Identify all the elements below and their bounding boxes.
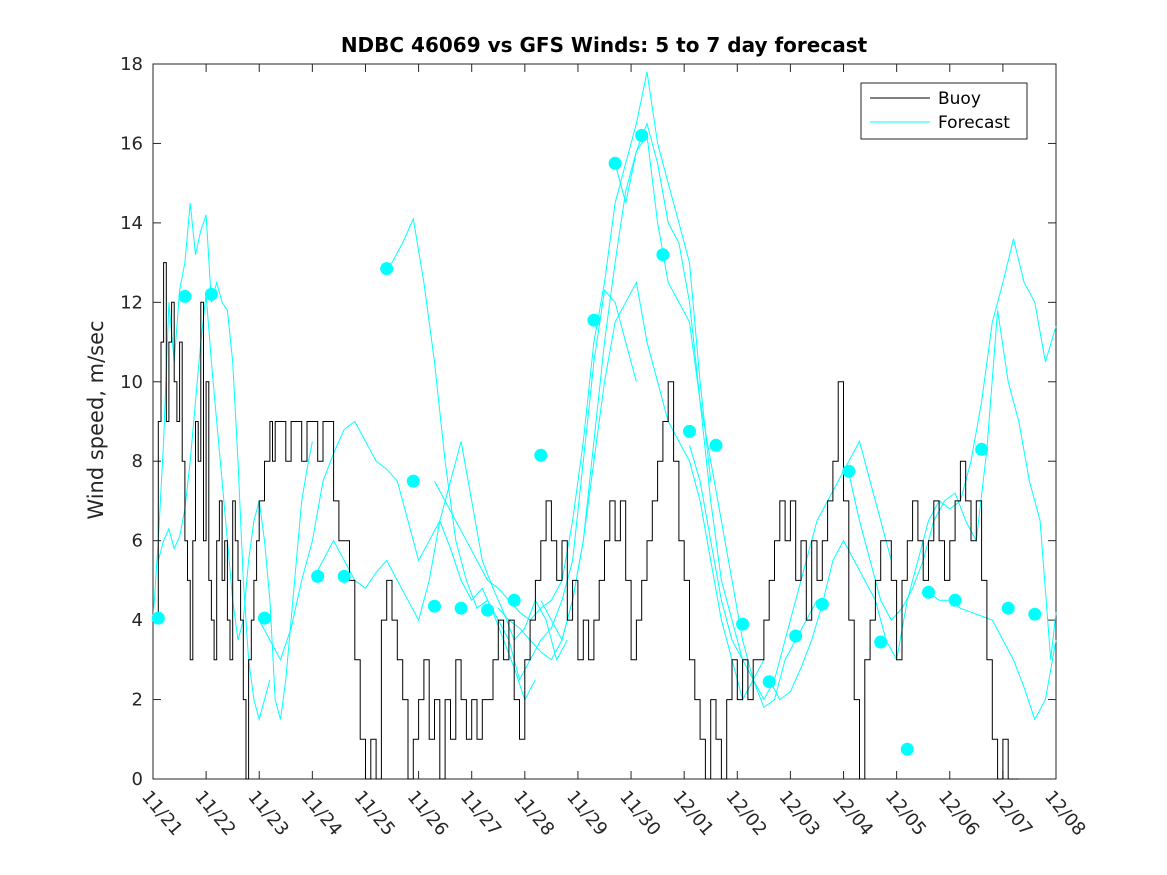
y-axis: 0 2 4 6 8 10 12 14 16 18 <box>120 54 1056 790</box>
y-tick-label: 4 <box>132 610 143 631</box>
forecast-marker <box>842 464 856 478</box>
legend: Buoy Forecast <box>860 82 1028 140</box>
forecast-marker <box>948 593 962 607</box>
forecast-marker <box>709 438 723 452</box>
forecast-marker <box>311 569 325 583</box>
forecast-marker <box>762 675 776 689</box>
forecast-line <box>540 281 765 701</box>
forecast-line <box>614 134 818 709</box>
y-tick-label: 10 <box>120 372 143 393</box>
forecast-marker <box>587 313 601 327</box>
forecast-marker <box>608 156 622 170</box>
y-tick-label: 8 <box>132 451 143 472</box>
forecast-marker <box>258 611 271 625</box>
y-tick-label: 6 <box>132 531 143 552</box>
legend-buoy-label: Buoy <box>938 89 981 109</box>
forecast-marker <box>874 635 888 649</box>
forecast-marker <box>428 599 441 613</box>
forecast-marker <box>1001 601 1015 615</box>
y-tick-label: 14 <box>120 213 143 234</box>
forecast-marker <box>975 442 989 456</box>
plot-area <box>152 63 1057 780</box>
y-tick-label: 18 <box>120 54 143 75</box>
forecast-marker <box>900 742 914 756</box>
forecast-marker <box>507 593 521 607</box>
forecast-line <box>434 71 712 621</box>
forecast-line <box>848 310 1057 660</box>
forecast-marker <box>481 603 495 617</box>
forecast-marker <box>380 262 394 276</box>
forecast-marker <box>635 129 649 142</box>
forecast-marker <box>151 611 165 625</box>
chart-title: NDBC 46069 vs GFS Winds: 5 to 7 day fore… <box>341 33 868 57</box>
forecast-marker <box>534 448 548 462</box>
buoy-line <box>153 262 1019 780</box>
forecast-marker <box>922 585 935 599</box>
forecast-marker <box>337 569 351 583</box>
forecast-line <box>152 202 271 722</box>
forecast-marker <box>815 597 829 611</box>
y-axis-label: Wind speed, m/sec <box>84 320 108 519</box>
y-tick-label: 2 <box>132 690 143 711</box>
forecast-line <box>157 294 313 720</box>
marker-layer <box>151 129 1042 756</box>
forecast-marker <box>656 248 670 262</box>
legend-forecast-label: Forecast <box>938 113 1010 133</box>
forecast-marker <box>204 287 218 301</box>
forecast-marker <box>406 474 420 488</box>
forecast-line <box>768 238 1057 701</box>
legend-box <box>860 82 1028 140</box>
forecast-line <box>497 121 744 661</box>
series-layer <box>152 71 1057 780</box>
forecast-marker <box>683 424 696 438</box>
y-tick-label: 12 <box>120 292 143 313</box>
y-tick-label: 0 <box>132 769 143 790</box>
forecast-marker <box>454 601 468 615</box>
y-tick-label: 16 <box>120 133 143 154</box>
forecast-marker <box>736 617 750 631</box>
forecast-marker <box>1028 607 1042 621</box>
forecast-line <box>689 440 892 701</box>
forecast-marker <box>178 289 192 303</box>
forecast-marker <box>789 629 803 643</box>
